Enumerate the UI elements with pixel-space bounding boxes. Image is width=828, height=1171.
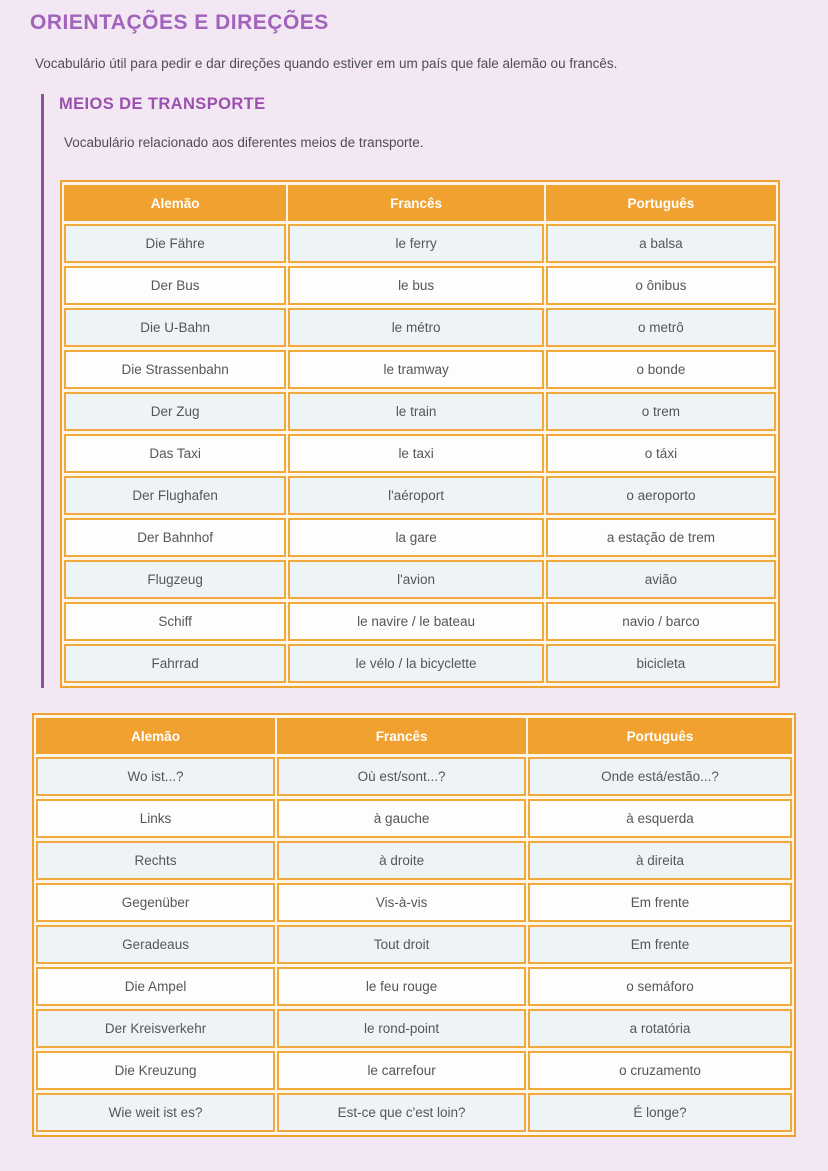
table-cell: Rechts bbox=[36, 841, 276, 880]
table-cell: a rotatória bbox=[528, 1009, 792, 1048]
table-cell: Flugzeug bbox=[64, 560, 287, 599]
table-row: Gegenüber Vis-à-vis Em frente bbox=[36, 883, 792, 922]
table-cell: à droite bbox=[277, 841, 527, 880]
table-row: Wie weit ist es? Est-ce que c'est loin? É … bbox=[36, 1093, 792, 1132]
table-row: Der Bus le bus o ônibus bbox=[64, 266, 776, 305]
table-cell: Tout droit bbox=[277, 925, 527, 964]
section-description: Vocabulário relacionado aos diferentes m… bbox=[64, 135, 424, 150]
table-cell: avião bbox=[545, 560, 776, 599]
table-cell: le ferry bbox=[288, 224, 544, 263]
table-cell: o trem bbox=[545, 392, 776, 431]
section-meios-de-transporte: MEIOS DE TRANSPORTE Vocabulário relacion… bbox=[41, 94, 828, 688]
header-row: Alemão Francês Português bbox=[64, 185, 776, 221]
table-cell: o táxi bbox=[545, 434, 776, 473]
table-row: Die Fähre le ferry a balsa bbox=[64, 224, 776, 263]
table-cell: bicicleta bbox=[545, 644, 776, 683]
table-row: Der Bahnhof la gare a estação de trem bbox=[64, 518, 776, 557]
table-cell: l'aéroport bbox=[288, 476, 544, 515]
table-cell: Wo ist...? bbox=[36, 757, 276, 796]
header-row: Alemão Francês Português bbox=[36, 718, 792, 754]
table-cell: Die Fähre bbox=[64, 224, 287, 263]
document-page: ORIENTAÇÕES E DIREÇÕES Vocabulário útil … bbox=[30, 11, 828, 1137]
table-row: Flugzeug l'avion avião bbox=[64, 560, 776, 599]
table-cell: le métro bbox=[288, 308, 544, 347]
table-cell: Vis-à-vis bbox=[277, 883, 527, 922]
table-row: Die Kreuzung le carrefour o cruzamento bbox=[36, 1051, 792, 1090]
table-row: Rechts à droite à direita bbox=[36, 841, 792, 880]
table-cell: o ônibus bbox=[545, 266, 776, 305]
table-cell: É longe? bbox=[528, 1093, 792, 1132]
table-row: Die U-Bahn le métro o metrô bbox=[64, 308, 776, 347]
table-cell: o aeroporto bbox=[545, 476, 776, 515]
table-cell: le tramway bbox=[288, 350, 544, 389]
table-row: Die Strassenbahn le tramway o bonde bbox=[64, 350, 776, 389]
table-cell: l'avion bbox=[288, 560, 544, 599]
table-cell: à esquerda bbox=[528, 799, 792, 838]
table-cell: a estação de trem bbox=[545, 518, 776, 557]
table-cell: à direita bbox=[528, 841, 792, 880]
column-header: Português bbox=[545, 185, 776, 221]
table-row: Fahrrad le vélo / la bicyclette bicicleta bbox=[64, 644, 776, 683]
table-cell: Fahrrad bbox=[64, 644, 287, 683]
table-cell: Wie weit ist es? bbox=[36, 1093, 276, 1132]
table-cell: Geradeaus bbox=[36, 925, 276, 964]
table-cell: o bonde bbox=[545, 350, 776, 389]
column-header: Alemão bbox=[36, 718, 276, 754]
table-cell: Onde está/estão...? bbox=[528, 757, 792, 796]
table-row: Der Flughafen l'aéroport o aeroporto bbox=[64, 476, 776, 515]
table-cell: le taxi bbox=[288, 434, 544, 473]
table-cell: o semáforo bbox=[528, 967, 792, 1006]
table-cell: Gegenüber bbox=[36, 883, 276, 922]
page-subtitle: Vocabulário útil para pedir e dar direçõ… bbox=[35, 56, 618, 71]
table-row: Das Taxi le taxi o táxi bbox=[64, 434, 776, 473]
table-row: Der Zug le train o trem bbox=[64, 392, 776, 431]
column-header: Francês bbox=[288, 185, 544, 221]
column-header: Francês bbox=[277, 718, 527, 754]
column-header: Português bbox=[528, 718, 792, 754]
table-cell: le feu rouge bbox=[277, 967, 527, 1006]
table-cell: Der Flughafen bbox=[64, 476, 287, 515]
table-cell: Em frente bbox=[528, 925, 792, 964]
table-cell: le train bbox=[288, 392, 544, 431]
table-row: Geradeaus Tout droit Em frente bbox=[36, 925, 792, 964]
page-title: ORIENTAÇÕES E DIREÇÕES bbox=[30, 11, 329, 34]
section-heading: MEIOS DE TRANSPORTE bbox=[59, 95, 266, 113]
table-cell: Schiff bbox=[64, 602, 287, 641]
table-cell: Das Taxi bbox=[64, 434, 287, 473]
table-cell: Die Strassenbahn bbox=[64, 350, 287, 389]
table-cell: le carrefour bbox=[277, 1051, 527, 1090]
table-cell: Der Bahnhof bbox=[64, 518, 287, 557]
table-cell: Der Zug bbox=[64, 392, 287, 431]
table-row: Die Ampel le feu rouge o semáforo bbox=[36, 967, 792, 1006]
directions-vocabulary-table: Alemão Francês Português Wo ist...? Où est/s… bbox=[32, 713, 796, 1137]
table-cell: le vélo / la bicyclette bbox=[288, 644, 544, 683]
table-row: Links à gauche à esquerda bbox=[36, 799, 792, 838]
column-header: Alemão bbox=[64, 185, 287, 221]
table-cell: à gauche bbox=[277, 799, 527, 838]
table-cell: Est-ce que c'est loin? bbox=[277, 1093, 527, 1132]
table-cell: le rond-point bbox=[277, 1009, 527, 1048]
table-cell: navio / barco bbox=[545, 602, 776, 641]
table-row: Schiff le navire / le bateau navio / barco bbox=[64, 602, 776, 641]
table-cell: Die Ampel bbox=[36, 967, 276, 1006]
transport-vocabulary-table: Alemão Francês Português Die Fähre le ferry a… bbox=[60, 180, 780, 688]
table-cell: le navire / le bateau bbox=[288, 602, 544, 641]
table-cell: Der Kreisverkehr bbox=[36, 1009, 276, 1048]
table-cell: Der Bus bbox=[64, 266, 287, 305]
table-cell: Links bbox=[36, 799, 276, 838]
table-cell: o metrô bbox=[545, 308, 776, 347]
table-cell: le bus bbox=[288, 266, 544, 305]
table-row: Wo ist...? Où est/sont...? Onde está/estão… bbox=[36, 757, 792, 796]
table-cell: a balsa bbox=[545, 224, 776, 263]
table-cell: Em frente bbox=[528, 883, 792, 922]
table-row: Der Kreisverkehr le rond-point a rotatória bbox=[36, 1009, 792, 1048]
table-cell: Die Kreuzung bbox=[36, 1051, 276, 1090]
table-cell: o cruzamento bbox=[528, 1051, 792, 1090]
table-cell: Die U-Bahn bbox=[64, 308, 287, 347]
table-cell: la gare bbox=[288, 518, 544, 557]
table-cell: Où est/sont...? bbox=[277, 757, 527, 796]
